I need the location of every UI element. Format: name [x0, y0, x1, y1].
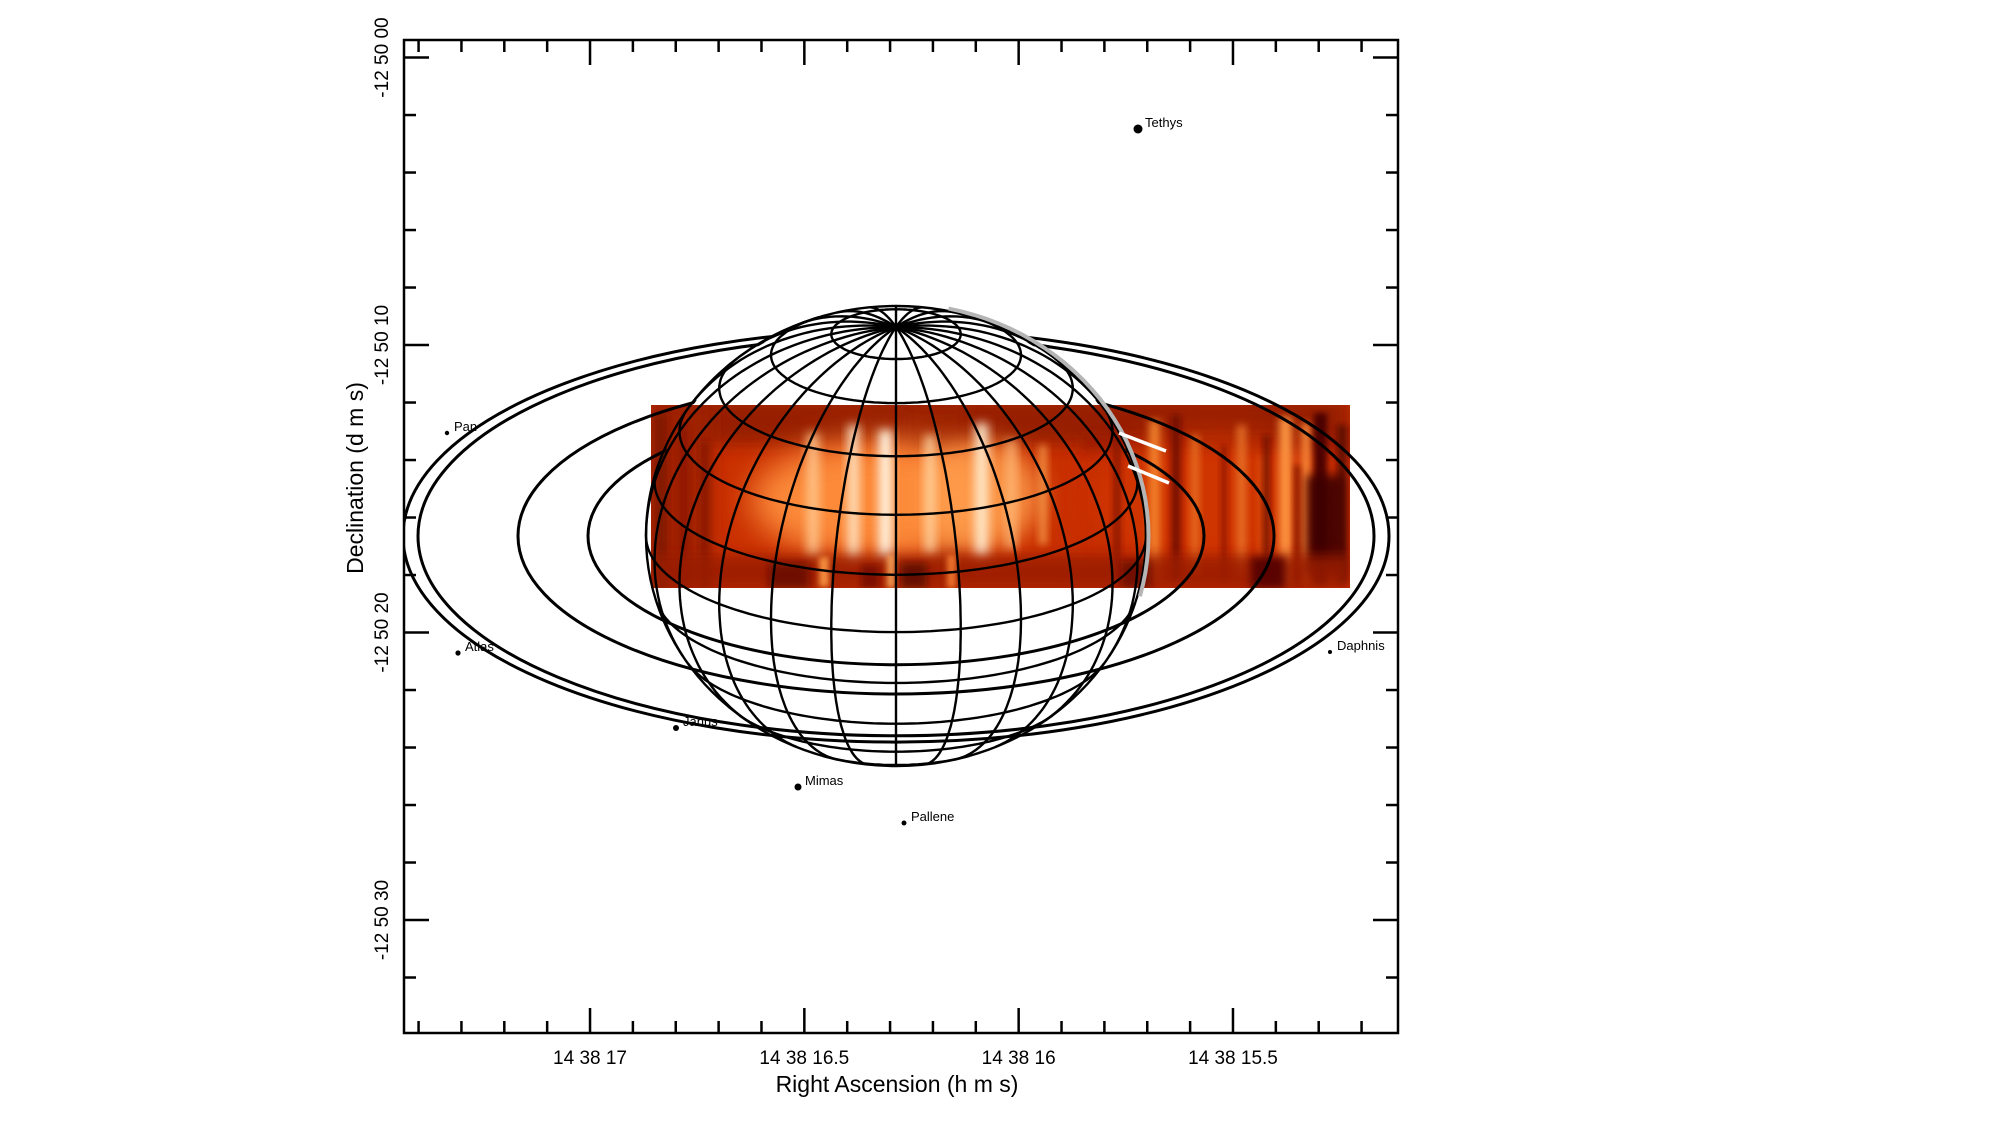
moon-label-janus: Janus — [683, 714, 718, 729]
moon-label-pallene: Pallene — [911, 809, 954, 824]
x-axis-title: Right Ascension (h m s) — [776, 1071, 1019, 1097]
x-tick-label: 14 38 16 — [982, 1048, 1056, 1069]
plot-area — [404, 304, 1391, 768]
limb-gray-arc — [948, 306, 1151, 597]
saturn-wireframe — [644, 304, 1148, 768]
y-tick-label: -12 50 20 — [372, 592, 393, 672]
moon-label-mimas: Mimas — [805, 773, 844, 788]
moon-label-atlas: Atlas — [465, 639, 494, 654]
moon-label-pan: Pan — [454, 419, 477, 434]
moon-dot-pan — [444, 430, 450, 436]
axes — [402, 38, 1400, 1035]
moon-dot-janus — [673, 725, 679, 731]
moon-dot-tethys — [1133, 124, 1143, 134]
moon-dot-daphnis — [1328, 650, 1332, 654]
moon-dot-mimas — [794, 783, 802, 791]
moon-label-tethys: Tethys — [1145, 115, 1183, 130]
moon-label-daphnis: Daphnis — [1337, 638, 1385, 653]
moon-dot-pallene — [901, 820, 907, 826]
moon-dot-atlas — [455, 650, 461, 656]
moons: Tethys Pan Atlas Daphnis Janus Mimas Pallene — [444, 115, 1385, 826]
front-ring-white-segment — [1127, 464, 1170, 485]
y-tick-label: -12 50 00 — [372, 17, 393, 97]
y-tick-label: -12 50 30 — [372, 880, 393, 960]
x-tick-label: 14 38 16.5 — [759, 1048, 849, 1069]
x-tick-label: 14 38 15.5 — [1188, 1048, 1278, 1069]
front-ring-white-segment — [1118, 431, 1167, 453]
y-tick-label: -12 50 10 — [372, 305, 393, 385]
y-axis-title: Declination (d m s) — [342, 382, 368, 574]
x-tick-label: 14 38 17 — [553, 1048, 627, 1069]
